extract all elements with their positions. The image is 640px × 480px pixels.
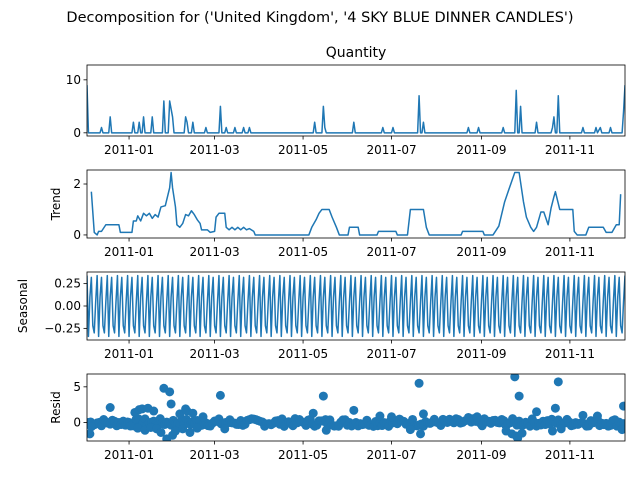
y-tick-label: 2: [73, 177, 81, 191]
x-tick-label: 2011-03: [190, 143, 240, 157]
trend-line: [90, 171, 622, 236]
x-tick-label: 2011-05: [278, 245, 328, 259]
resid-point: [514, 391, 524, 401]
resid-point: [375, 411, 385, 421]
resid-point: [532, 407, 542, 417]
seasonal-ylabel: Seasonal: [16, 279, 30, 333]
x-tick-label: 2011-07: [366, 448, 416, 462]
resid-point: [156, 427, 166, 437]
x-tick-label: 2011-09: [456, 347, 506, 361]
resid-point: [556, 424, 566, 434]
x-tick-label: 2011-05: [278, 448, 328, 462]
x-tick-label: 2011-11: [545, 245, 595, 259]
trend-ylabel: Trend: [49, 188, 63, 222]
observed-axes-frame: [86, 64, 626, 137]
resid-point: [149, 406, 159, 416]
x-tick-label: 2011-07: [366, 143, 416, 157]
resid-point: [318, 391, 328, 401]
resid-point: [510, 374, 520, 382]
x-tick-label: 2011-11: [545, 448, 595, 462]
resid-point: [619, 401, 625, 411]
x-tick-label: 2011-09: [456, 448, 506, 462]
seasonal-line: [87, 274, 625, 338]
x-tick-label: 2011-11: [545, 143, 595, 157]
x-tick-label: 2011-01: [104, 245, 154, 259]
seasonal-data: [87, 274, 625, 338]
x-tick-label: 2011-03: [190, 448, 240, 462]
x-tick-label: 2011-05: [278, 143, 328, 157]
y-tick-label: 0: [73, 415, 81, 429]
resid-point: [192, 423, 202, 433]
resid-point: [220, 424, 230, 434]
x-tick-label: 2011-01: [104, 347, 154, 361]
x-tick-label: 2011-01: [104, 143, 154, 157]
y-tick-label: 0.25: [54, 277, 81, 291]
resid-point: [321, 425, 331, 435]
resid-point: [472, 412, 482, 422]
y-tick-label: 10: [66, 73, 81, 87]
resid-point: [405, 425, 415, 435]
resid-point: [578, 410, 588, 420]
x-tick-label: 2011-11: [545, 347, 595, 361]
resid-point: [517, 428, 527, 438]
seasonal-panel: 0.25 0.00 −0.25 2011-01 2011-03 2011-05 2011-0…: [16, 271, 626, 361]
resid-point: [198, 412, 208, 422]
resid-point: [105, 403, 115, 412]
resid-cloud: [87, 414, 625, 431]
resid-point: [414, 378, 424, 388]
resid-point: [215, 390, 225, 400]
resid-point: [463, 412, 473, 422]
observed-line: [87, 85, 625, 134]
resid-axes-frame: [86, 373, 626, 442]
resid-point: [133, 423, 143, 433]
resid-point: [416, 429, 426, 439]
x-tick-label: 2011-09: [456, 143, 506, 157]
x-tick-label: 2011-01: [104, 448, 154, 462]
resid-point: [166, 399, 176, 409]
resid-point: [349, 405, 359, 415]
resid-point: [592, 411, 602, 421]
y-tick-label: 0: [73, 228, 81, 242]
resid-point: [126, 421, 135, 431]
y-tick-label: 0: [73, 126, 81, 140]
resid-point: [387, 412, 397, 422]
resid-ylabel: Resid: [49, 391, 63, 423]
figure-title: Decomposition for ('United Kingdom', '4 …: [66, 10, 573, 26]
resid-point: [87, 422, 96, 432]
observed-data: [87, 85, 625, 134]
resid-point: [87, 429, 95, 439]
resid-data: [87, 374, 625, 441]
resid-point: [308, 408, 318, 418]
x-tick-label: 2011-07: [366, 347, 416, 361]
resid-point: [165, 387, 175, 397]
resid-point: [178, 424, 188, 434]
resid-point: [185, 427, 195, 437]
trend-data: [90, 171, 622, 236]
x-tick-label: 2011-03: [190, 347, 240, 361]
y-tick-label: 5: [73, 380, 81, 394]
x-tick-label: 2011-05: [278, 347, 328, 361]
trend-axes-frame: [86, 169, 626, 239]
observed-panel: 0 10 2011-01 2011-03 2011-05 2011-07 2011-09 20…: [66, 45, 626, 157]
resid-point: [547, 426, 557, 436]
resid-point: [170, 426, 180, 436]
x-tick-label: 2011-07: [366, 245, 416, 259]
y-tick-label: 0.00: [54, 299, 81, 313]
resid-panel: 0 5 2011-01 2011-03 2011-05 2011-07 2011-09 201…: [49, 373, 626, 462]
resid-point: [550, 403, 560, 413]
observed-title: Quantity: [326, 45, 387, 61]
resid-point: [553, 377, 563, 387]
resid-point: [418, 409, 428, 419]
resid-point: [617, 425, 625, 435]
y-tick-label: −0.25: [44, 321, 81, 335]
x-tick-label: 2011-09: [456, 245, 506, 259]
x-tick-label: 2011-03: [190, 245, 240, 259]
trend-panel: 0 2 2011-01 2011-03 2011-05 2011-07 2011-09 201…: [49, 169, 626, 259]
resid-point: [188, 408, 198, 418]
